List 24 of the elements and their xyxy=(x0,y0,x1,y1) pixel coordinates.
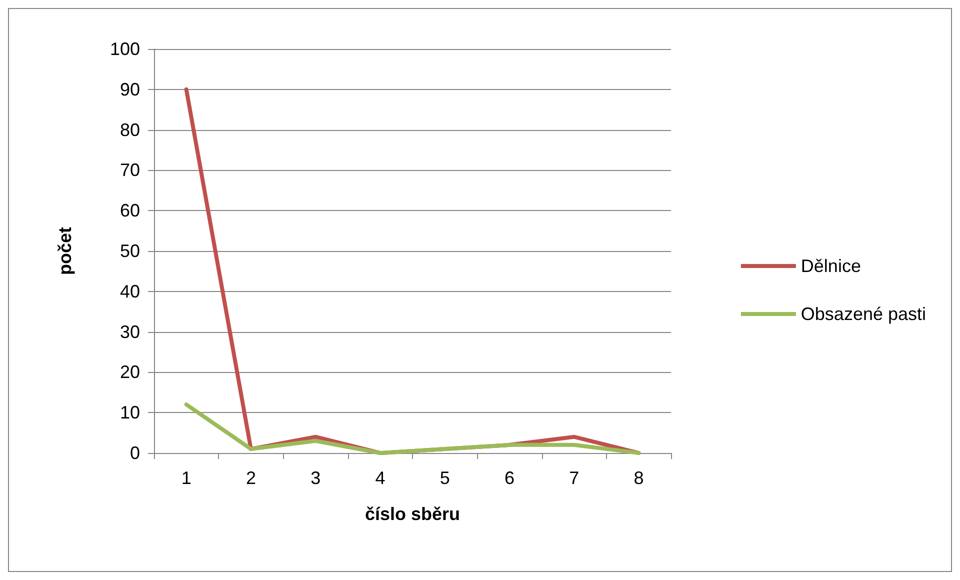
x-tick-label: 7 xyxy=(569,468,580,488)
y-tick-label: 100 xyxy=(110,39,140,59)
x-tick-label: 8 xyxy=(634,468,644,488)
x-axis-title: číslo sběru xyxy=(364,504,460,524)
y-tick-label: 60 xyxy=(120,200,140,221)
x-tick-label: 4 xyxy=(375,468,386,488)
x-tick-label: 1 xyxy=(181,468,192,488)
y-tick-label: 40 xyxy=(120,281,140,302)
y-tick-label: 10 xyxy=(120,402,140,423)
y-tick-label: 80 xyxy=(120,120,140,140)
y-tick-label: 50 xyxy=(120,241,140,261)
line-series xyxy=(184,402,641,455)
legend-label: Obsazené pasti xyxy=(800,304,926,324)
y-axis-title: počet xyxy=(55,226,75,276)
y-tick-label: 0 xyxy=(130,443,140,463)
x-tick-label: 5 xyxy=(440,468,450,488)
x-tick-label: 2 xyxy=(246,468,256,488)
y-tick-label: 70 xyxy=(120,160,140,180)
y-tick-label: 20 xyxy=(120,362,140,382)
y-tick-label: 30 xyxy=(120,322,140,342)
legend-label: Dělnice xyxy=(800,256,861,276)
x-tick-label: 3 xyxy=(310,468,321,488)
x-tick-label: 6 xyxy=(504,468,514,488)
y-tick-label: 90 xyxy=(120,79,140,100)
